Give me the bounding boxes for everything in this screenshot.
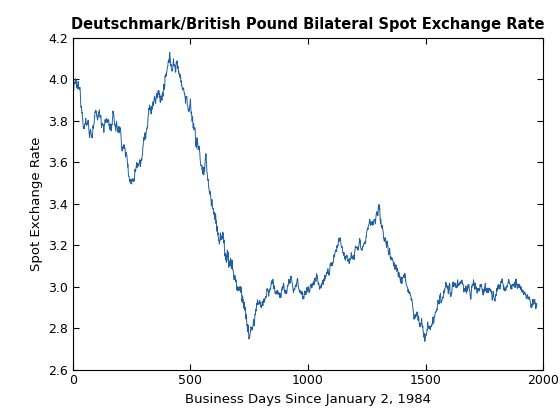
Title: Deutschmark/British Pound Bilateral Spot Exchange Rate: Deutschmark/British Pound Bilateral Spot… [71, 18, 545, 32]
Y-axis label: Spot Exchange Rate: Spot Exchange Rate [30, 136, 43, 271]
X-axis label: Business Days Since January 2, 1984: Business Days Since January 2, 1984 [185, 393, 431, 406]
